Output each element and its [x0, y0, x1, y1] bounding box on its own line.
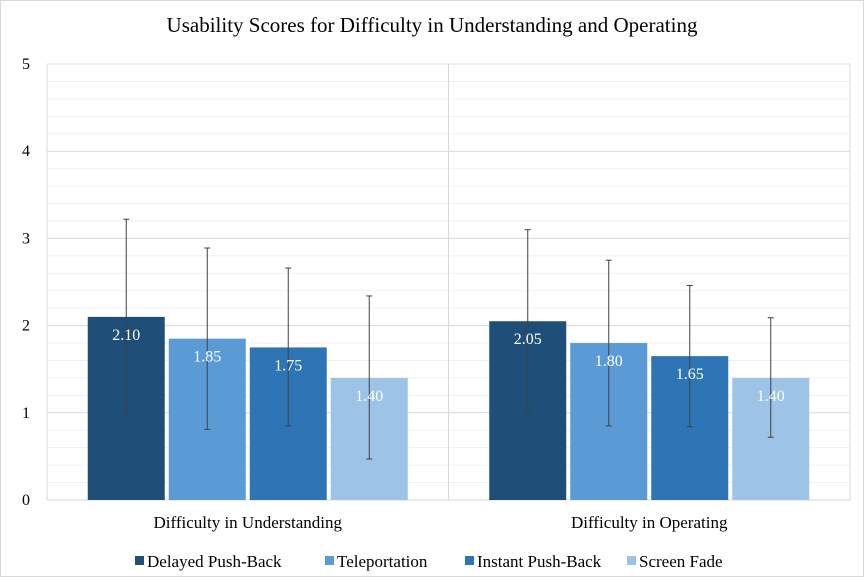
- data-label: 1.85: [193, 349, 221, 366]
- data-label: 1.65: [676, 366, 704, 383]
- gridlines: [46, 63, 851, 501]
- data-label: 1.75: [274, 357, 302, 374]
- data-label: 2.05: [514, 331, 542, 348]
- y-tick-label: 5: [22, 56, 30, 73]
- y-tick-label: 2: [22, 318, 30, 335]
- data-label: 2.10: [112, 327, 140, 344]
- data-label: 1.40: [757, 388, 785, 405]
- legend-label: Instant Push-Back: [477, 552, 602, 571]
- legend-swatch: [135, 556, 144, 565]
- legend-label: Screen Fade: [639, 552, 723, 571]
- data-label: 1.40: [355, 388, 383, 405]
- legend-swatch: [325, 556, 334, 565]
- x-category-label: Difficulty in Operating: [571, 513, 728, 532]
- x-category-label: Difficulty in Understanding: [153, 513, 342, 532]
- legend-label: Teleportation: [337, 552, 428, 571]
- legend: Delayed Push-Back Teleportation Instant Pu…: [135, 552, 723, 571]
- y-tick-label: 1: [22, 405, 30, 422]
- data-labels: 2.10 1.85 1.75 1.40 2.05 1.80 1.65 1.40: [112, 327, 785, 405]
- error-bars: [123, 218, 774, 460]
- legend-swatch: [627, 556, 636, 565]
- data-label: 1.80: [595, 353, 623, 370]
- y-tick-label: 3: [22, 230, 30, 247]
- axes: 0 1 2 3 4 5 Difficulty in Understanding Difficu…: [22, 56, 728, 532]
- y-tick-label: 0: [22, 492, 30, 509]
- chart-title: Usability Scores for Difficulty in Under…: [167, 13, 698, 37]
- legend-swatch: [465, 556, 474, 565]
- y-tick-label: 4: [22, 143, 30, 160]
- legend-label: Delayed Push-Back: [147, 552, 282, 571]
